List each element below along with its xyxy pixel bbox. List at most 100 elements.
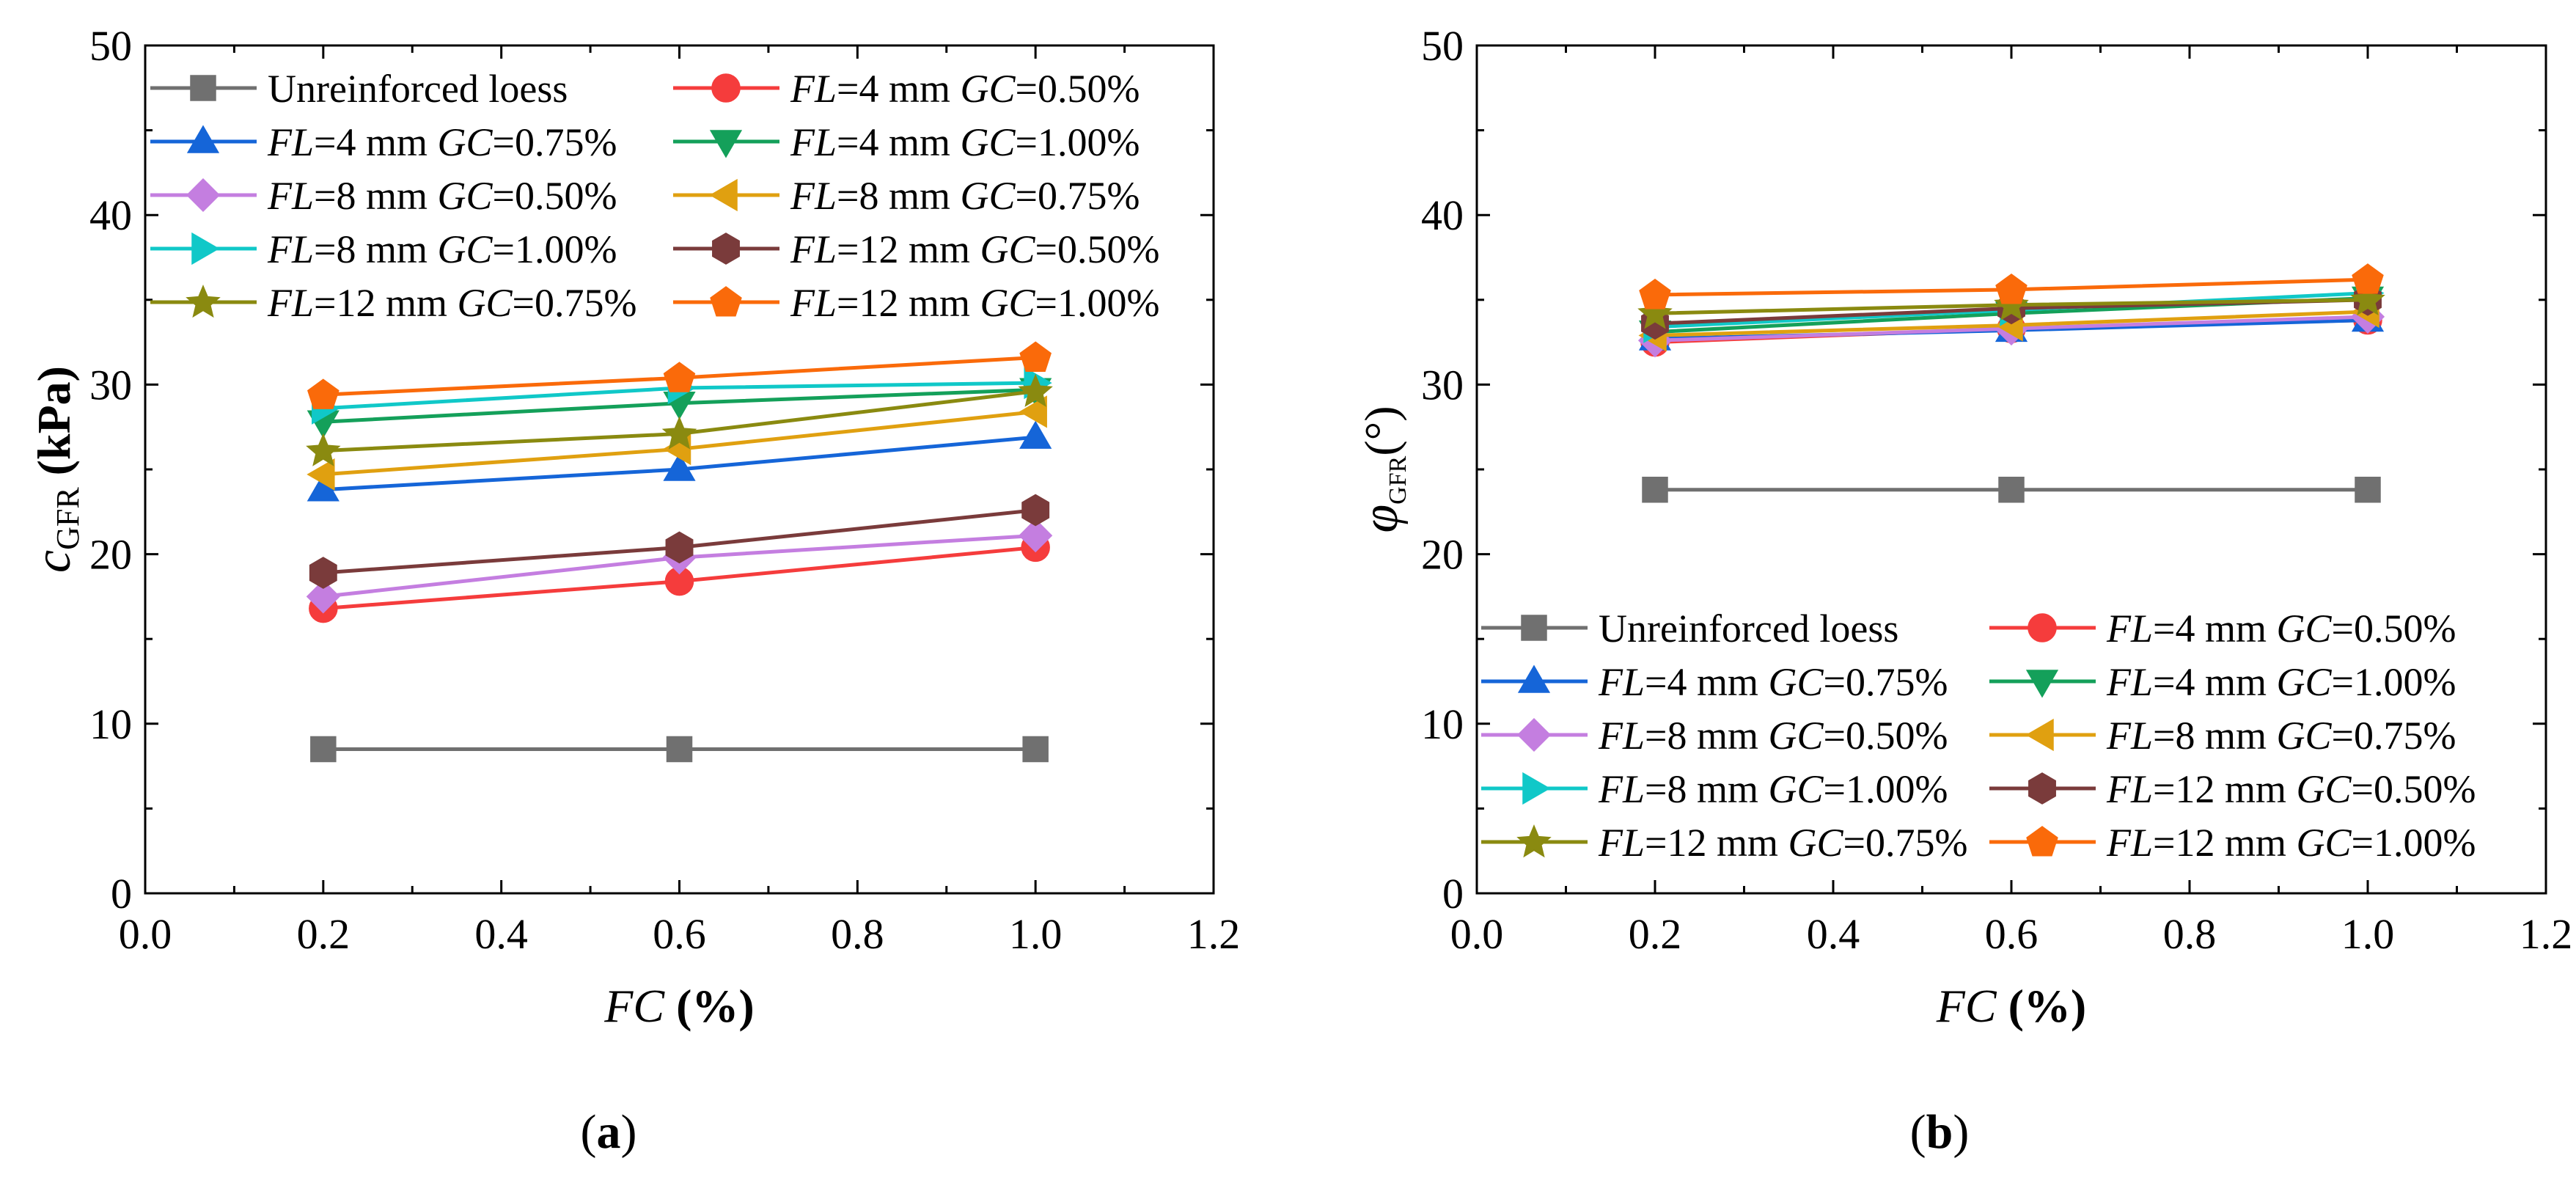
text-span: c	[25, 550, 81, 573]
data-point	[1021, 494, 1050, 527]
text-span: =4 mm	[2153, 607, 2276, 651]
text-span: GC	[1769, 660, 1824, 704]
text-span: FL	[267, 281, 314, 325]
legend-item: FL=12 mm GC=1.00%	[1989, 821, 2476, 865]
text-span: GC	[980, 227, 1036, 271]
data-point	[1994, 287, 2029, 321]
legend-marker	[2026, 826, 2058, 857]
legend-item: FL=12 mm GC=0.75%	[1481, 821, 1967, 865]
series-0	[1642, 476, 2381, 503]
x-tick-label: 0.0	[1450, 910, 1504, 958]
legend-marker	[1521, 615, 1547, 641]
legend-item: FL=4 mm GC=0.50%	[673, 67, 1140, 111]
data-point	[1019, 341, 1052, 372]
data-point	[309, 557, 337, 589]
data-point	[307, 458, 335, 491]
legend-item: FL=4 mm GC=1.00%	[673, 120, 1140, 164]
text-span: GC	[2277, 660, 2333, 704]
series-9	[1639, 263, 2384, 310]
text-span: GFR	[50, 487, 86, 550]
legend-label: FL=8 mm GC=0.75%	[2106, 714, 2456, 758]
text-span: =0.50%	[1824, 714, 1948, 758]
text-span: =12 mm	[837, 281, 980, 325]
text-span: a	[597, 1105, 621, 1159]
text-span: (	[581, 1105, 597, 1159]
x-tick-label: 1.2	[2520, 910, 2573, 958]
text-span: =1.00%	[2352, 821, 2476, 865]
text-span: FL	[790, 174, 837, 218]
text-span: =0.50%	[1035, 227, 1160, 271]
legend-item: FL=12 mm GC=0.50%	[1989, 767, 2476, 811]
text-span: =4 mm	[1645, 660, 1768, 704]
text-span: FL	[2106, 767, 2153, 811]
data-point	[665, 531, 694, 564]
legend-label: FL=8 mm GC=0.50%	[1598, 714, 1948, 758]
data-point	[1998, 476, 2025, 503]
data-point	[663, 453, 696, 481]
text-span: FL	[2106, 714, 2153, 758]
x-tick-label: 0.8	[2163, 910, 2217, 958]
legend-item: FL=4 mm GC=1.00%	[1989, 660, 2456, 704]
text-span: FL	[1598, 660, 1645, 704]
legend-label: FL=4 mm GC=0.50%	[2106, 607, 2456, 651]
y-tick-label: 40	[1421, 191, 1464, 239]
data-point	[663, 362, 696, 392]
series-7	[309, 494, 1050, 589]
text-span: =12 mm	[1645, 821, 1788, 865]
x-axis-title: FC (%)	[603, 980, 754, 1032]
y-tick-label: 0	[111, 870, 132, 918]
y-tick-label: 40	[89, 191, 132, 239]
text-span: FL	[267, 227, 314, 271]
legend-item: FL=12 mm GC=0.75%	[150, 281, 636, 325]
x-axis-title: FC (%)	[1936, 980, 2086, 1032]
y-tick-label: 0	[1442, 870, 1464, 918]
text-span: FC	[603, 980, 665, 1032]
y-axis-title: cGFR (kPa)	[25, 366, 86, 573]
text-span: =4 mm	[2153, 660, 2276, 704]
text-span: GC	[458, 281, 513, 325]
data-point	[666, 736, 693, 763]
legend-item: FL=8 mm GC=0.75%	[673, 174, 1140, 218]
data-point	[2352, 263, 2384, 294]
legend-label: FL=4 mm GC=0.50%	[790, 67, 1140, 111]
text-span: =0.50%	[2332, 607, 2456, 651]
text-span: FC	[1936, 980, 1997, 1032]
legend-label: FL=8 mm GC=0.75%	[790, 174, 1140, 218]
legend-item: Unreinforced loess	[1481, 607, 1898, 651]
series-8	[1637, 282, 2385, 329]
legend-marker	[2025, 670, 2059, 698]
text-span: φ	[1352, 505, 1409, 533]
legend-marker	[1522, 772, 1551, 805]
data-point	[1018, 373, 1053, 407]
legend-item: FL=8 mm GC=0.50%	[1481, 714, 1948, 758]
y-tick-label: 30	[89, 361, 132, 409]
text-span: =12 mm	[2153, 821, 2296, 865]
legend-marker	[190, 75, 216, 101]
text-span: GC	[1769, 714, 1824, 758]
legend-marker	[1516, 717, 1552, 752]
x-tick-label: 0.6	[653, 910, 706, 958]
legend-label: Unreinforced loess	[1599, 607, 1898, 651]
y-tick-label: 50	[1421, 22, 1464, 70]
legend: Unreinforced loess FL=4 mm GC=0.50%FL=4 m…	[1481, 607, 2476, 865]
data-point	[1637, 296, 1673, 329]
series-2	[307, 420, 1052, 502]
series-9	[307, 341, 1052, 409]
data-point	[306, 579, 340, 614]
legend-item: FL=8 mm GC=0.75%	[1989, 714, 2456, 758]
legend-item: FL=8 mm GC=1.00%	[150, 227, 617, 271]
legend-label: FL=4 mm GC=1.00%	[2106, 660, 2456, 704]
text-span: (°)	[1355, 406, 1407, 455]
text-span: GC	[438, 120, 493, 164]
text-span: GC	[2297, 821, 2352, 865]
panel-label: (a)	[581, 1105, 637, 1159]
text-span: GC	[2297, 767, 2352, 811]
text-span: FL	[790, 281, 837, 325]
panel-label: (b)	[1910, 1105, 1970, 1159]
legend-item: FL=12 mm GC=1.00%	[673, 281, 1159, 325]
series-8	[306, 373, 1053, 466]
legend-item: FL=8 mm GC=1.00%	[1481, 767, 1948, 811]
legend-label: FL=12 mm GC=0.75%	[267, 281, 636, 325]
